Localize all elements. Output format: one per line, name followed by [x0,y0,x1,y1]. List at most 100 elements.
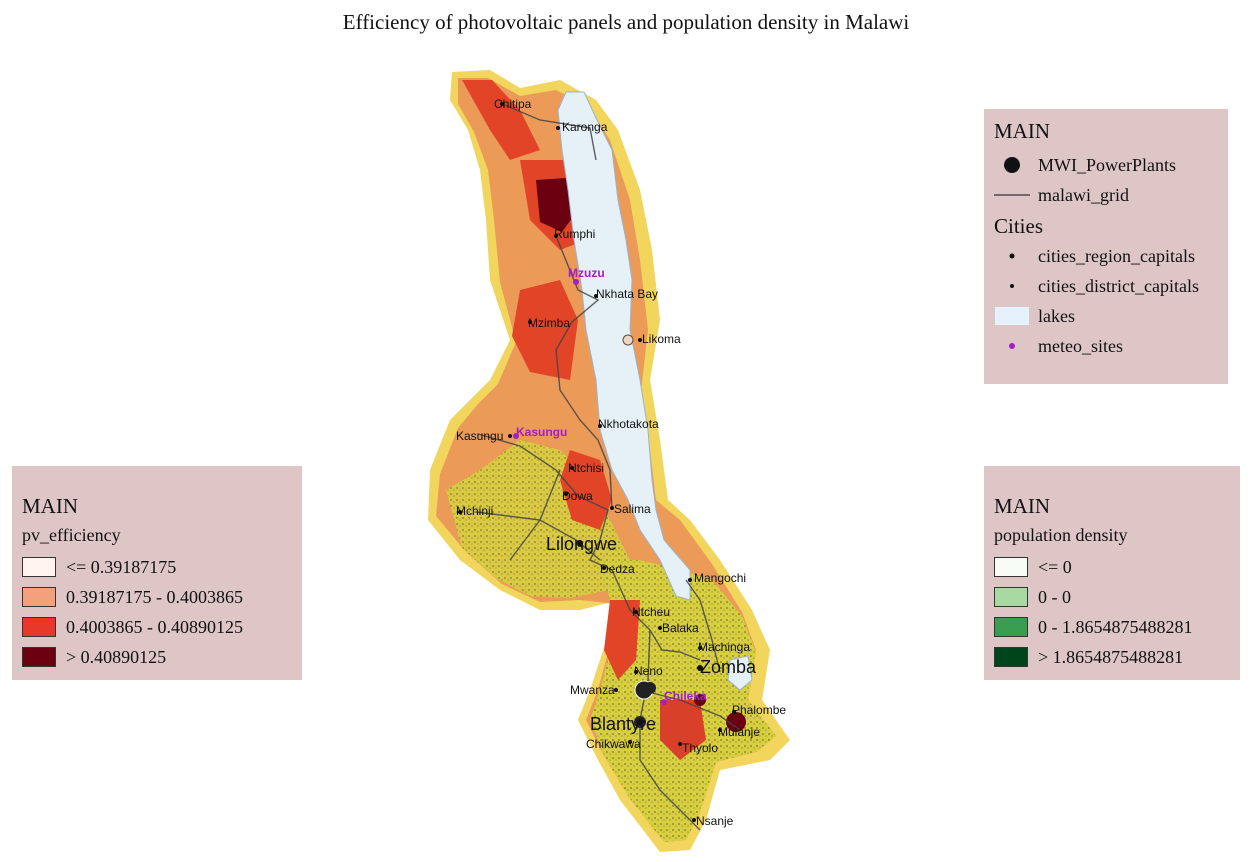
meteo-site-label: Mzuzu [568,266,605,280]
tiny-dot-icon [994,276,1030,296]
legend-pop-class: 0 - 0 [994,582,1230,612]
city-label: Machinga [698,640,750,654]
pv-zone-high-blantyre [660,700,706,760]
legend-label: 0 - 1.8654875488281 [1038,616,1193,637]
color-swatch [994,647,1028,667]
line-icon [994,185,1030,205]
legend-label: 0.39187175 - 0.4003865 [66,586,243,607]
lake-chilwa [727,655,753,691]
city-dot [554,234,558,238]
pv-zone-max-rumphi [536,178,578,232]
color-swatch [22,587,56,607]
city-label: Phalombe [732,703,786,717]
city-dot [634,670,638,674]
legend-pv-class: <= 0.39187175 [22,552,292,582]
legend-label: 0 - 0 [1038,586,1071,607]
legend-pv-header: MAIN [22,494,78,518]
legend-row-grid: malawi_grid [994,180,1218,210]
city-dot [698,646,702,650]
legend-population-density: MAIN population density <= 0 0 - 0 0 - 1… [984,466,1240,680]
pv-zone-max-mulanje [726,712,746,732]
legend-pop-subheader: population density [994,525,1128,545]
city-dot [556,126,560,130]
power-plants [634,680,656,728]
legend-label: > 0.40890125 [66,646,167,667]
city-label: Dedza [600,562,635,576]
city-dot [637,719,643,725]
color-swatch [994,557,1028,577]
city-dot [692,818,696,822]
city-label: Nsanje [696,814,734,828]
city-label: Zomba [700,657,757,677]
city-label: Chitipa [494,97,532,111]
legend-cities-header: Cities [994,214,1044,238]
black-dot-icon [994,155,1030,175]
legend-pv-efficiency: MAIN pv_efficiency <= 0.39187175 0.39187… [12,466,302,680]
pv-zone-high-dowa [560,450,612,530]
city-dot [598,424,602,428]
city-dot [602,566,606,570]
legend-row-district-capitals: cities_district_capitals [994,271,1218,301]
city-dot [564,492,568,496]
city-label: Blantyre [590,714,656,734]
city-label: Ntcheu [632,605,670,619]
legend-label: MWI_PowerPlants [1038,154,1176,175]
city-dot [570,466,574,470]
city-label: Nkhata Bay [596,287,658,301]
meteo-sites: Mzuzu Kasungu Chileka [513,266,707,705]
purple-dot-icon [994,336,1030,356]
pv-zone-high-dedza [604,600,640,680]
legend-label: lakes [1038,305,1075,326]
city-label: Mchinji [456,504,493,518]
legend-label: meteo_sites [1038,335,1123,356]
color-swatch [22,557,56,577]
city-label: Karonga [562,120,608,134]
city-label: Kasungu [456,429,503,443]
city-layer: Chitipa Karonga Rumphi Nkhata Bay Mzimba… [456,97,786,828]
city-dot [614,688,618,692]
pv-zone-high-north [462,80,540,160]
city-dot [628,740,632,744]
lake-swatch-icon [994,306,1030,326]
city-label: Rumphi [554,227,595,241]
city-dot [500,102,504,106]
legend-label: <= 0 [1038,556,1072,577]
legend-pop-header: MAIN [994,494,1050,518]
meteo-site-dot [661,699,667,705]
city-dot [718,728,722,732]
city-dot [508,434,512,438]
city-dot [658,626,662,630]
legend-row-region-capitals: cities_region_capitals [994,241,1218,271]
city-label: Ntchisi [568,461,604,475]
city-dot [594,294,598,298]
pv-zone-max-zomba [694,694,706,706]
legend-label: cities_region_capitals [1038,245,1195,266]
city-label: Chikwawa [586,737,641,751]
city-dot [610,506,614,510]
legend-label: cities_district_capitals [1038,275,1199,296]
likoma-island [622,334,634,346]
legend-label: <= 0.39187175 [66,556,177,577]
city-dot [577,541,583,547]
power-plant-marker [644,682,656,694]
meteo-site-dot [573,279,579,285]
city-dot [638,338,642,342]
city-label: Balaka [662,621,699,635]
small-dot-icon [994,246,1030,266]
meteo-site-label: Kasungu [516,425,567,439]
city-label: Dowa [562,489,593,503]
city-dot [732,710,736,714]
map-title: Efficiency of photovoltaic panels and po… [342,10,910,34]
city-label: Neno [634,664,663,678]
color-swatch [994,617,1028,637]
color-swatch [994,587,1028,607]
legend-pv-class: > 0.40890125 [22,642,292,672]
legend-row-meteo: meteo_sites [994,331,1218,361]
city-dot [458,510,462,514]
city-label: Lilongwe [546,534,617,554]
meteo-site-label: Chileka [664,689,707,703]
legend-pop-class: <= 0 [994,552,1230,582]
legend-pv-subheader: pv_efficiency [22,525,121,545]
legend-row-lakes: lakes [994,301,1218,331]
